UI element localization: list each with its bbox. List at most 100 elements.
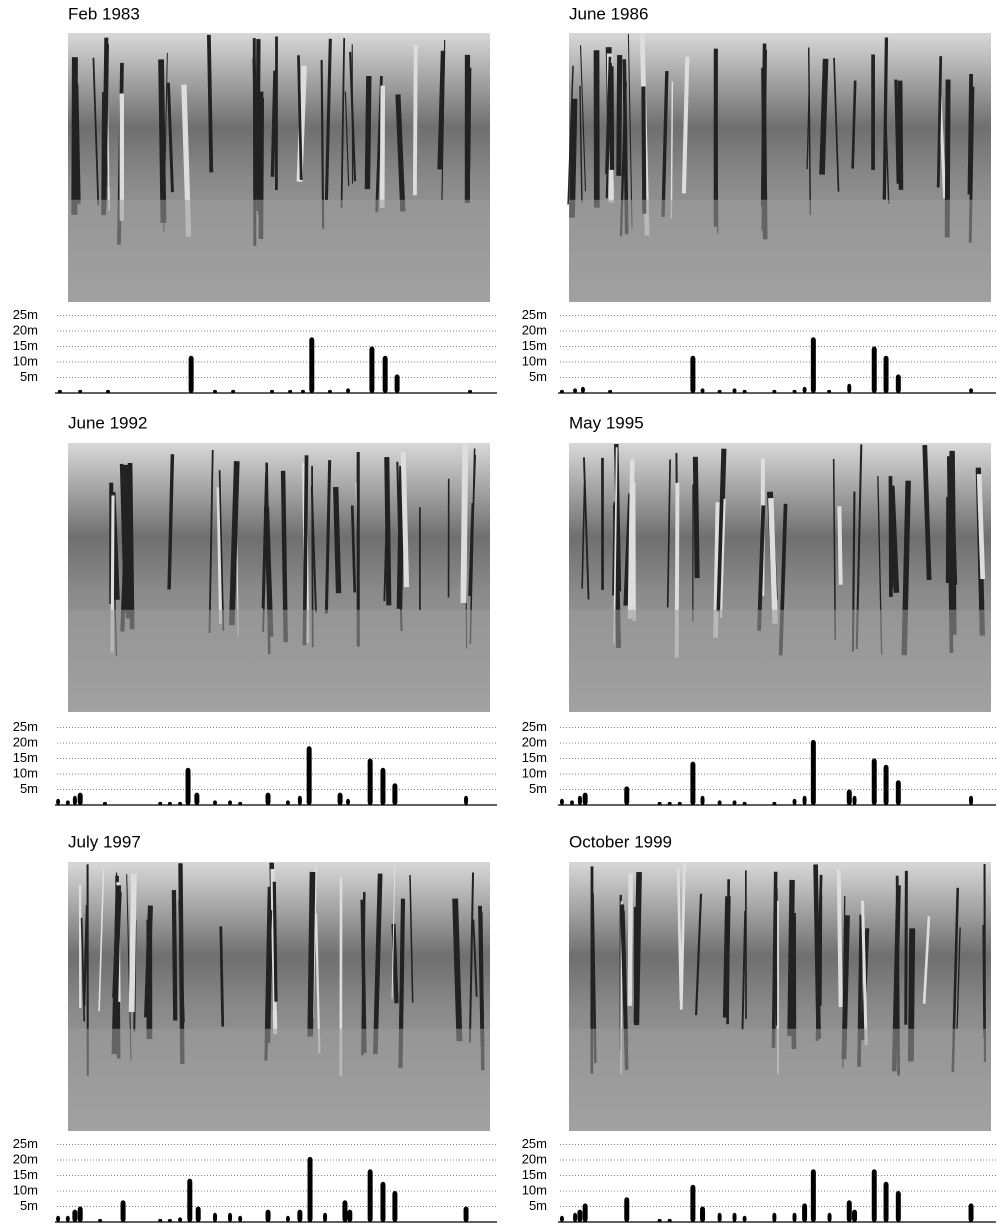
tree [871,1169,877,1222]
y-tick-label: 15m [522,338,547,353]
tree [56,1215,61,1222]
panel-title: May 1995 [569,413,644,432]
tree [846,789,852,805]
tree-trunk [102,43,109,207]
tree [742,389,747,393]
tree-trunk [922,445,932,581]
tree [288,389,293,393]
tree-trunk [324,460,332,614]
tree [167,1218,172,1222]
y-tick-label: 5m [529,1198,547,1213]
tree [185,767,191,805]
tree [871,758,877,805]
tree [827,1212,832,1222]
tree-trunk [340,38,346,208]
tree-trunk [952,507,958,585]
tree-trunk [897,80,904,190]
tree [158,1218,163,1222]
tree [690,1184,696,1222]
y-tick-label: 5m [529,369,547,384]
tree-trunk [171,890,178,1021]
tree [810,1169,816,1222]
tree-trunk [976,473,986,580]
tree [228,800,233,805]
tree [72,795,77,805]
tree-trunk [409,875,414,1003]
tree-trunk [92,57,100,206]
tree [309,337,315,393]
tree [827,389,832,393]
tree-trunk [787,879,795,1036]
photo-grass [68,199,490,302]
tree-trunk [719,498,726,618]
photo [68,862,490,1131]
y-tick-label: 5m [20,1198,38,1213]
tree [468,389,473,393]
tree-trunk [670,81,674,219]
tree [238,801,243,805]
tree-trunk [400,451,410,588]
tree [228,1212,233,1222]
tree [582,1203,588,1222]
tree-trunk [219,926,225,1027]
tree-trunk [119,463,128,613]
tree-trunk [412,44,418,196]
tree [178,801,183,805]
tree-trunk [383,466,390,602]
tree [327,389,332,393]
panel-title: June 1986 [569,4,648,23]
tree-trunk [949,450,957,635]
tree [559,1215,564,1222]
tree-trunk [579,85,583,203]
tree [717,389,722,393]
y-tick-label: 15m [522,750,547,765]
tree [969,388,974,393]
tree [65,800,70,805]
y-tick-label: 10m [13,765,38,780]
tree-trunk [158,59,167,223]
tree [573,1212,578,1222]
tree [323,1212,328,1222]
tree [573,388,578,393]
tree-trunk [391,923,399,1004]
tree [624,1197,630,1222]
tree [285,800,290,805]
tree [969,795,974,805]
tree-trunk [395,94,406,212]
tree [792,389,797,393]
tree-trunk [633,872,642,1024]
tree [700,1206,706,1222]
tree [802,1203,808,1222]
photo [569,443,991,712]
y-tick-label: 10m [522,353,547,368]
tree-trunk [112,891,122,998]
tree [158,801,163,805]
tree [700,795,705,805]
tree [367,758,373,805]
tree-trunk [364,75,372,190]
photo [68,443,490,712]
tree [772,801,777,805]
tree [78,389,83,393]
tree-trunk [661,70,669,217]
tree [346,798,351,805]
y-tick-label: 15m [13,338,38,353]
tree [347,1209,353,1222]
tree-trunk [609,66,615,170]
tree [608,389,613,393]
tree-trunk [956,927,961,1029]
y-tick-label: 25m [522,1136,547,1151]
tree [270,389,275,393]
tree-trunk [333,486,342,594]
tree [852,795,857,805]
tree-trunk [819,58,829,175]
tree [57,389,62,393]
tree [195,1206,201,1222]
tree [742,801,747,805]
y-tick-label: 20m [13,1151,38,1166]
